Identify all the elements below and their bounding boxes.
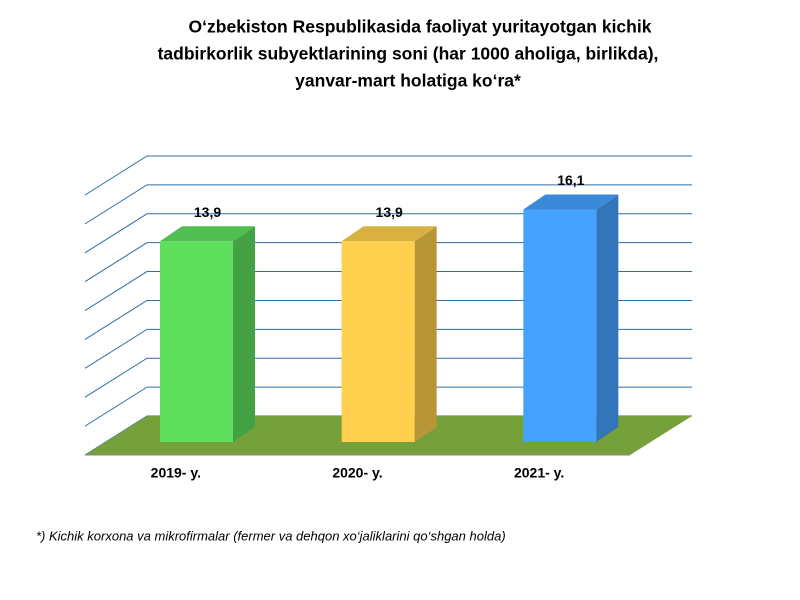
bar-top	[523, 194, 619, 210]
chart-title: yanvar-mart holatiga ko‘ra*	[295, 71, 521, 91]
value-label: 13,9	[376, 204, 403, 220]
grid-line	[84, 242, 692, 283]
bar	[523, 209, 597, 442]
bar-side	[596, 194, 619, 442]
chart-title: O‘zbekiston Respublikasida faoliyat yuri…	[189, 17, 652, 37]
bar-side	[414, 226, 437, 442]
bar-top	[341, 226, 437, 242]
bar-side	[233, 226, 255, 442]
grid-line	[84, 299, 692, 340]
bar-top	[160, 226, 255, 242]
grid-line	[84, 213, 692, 254]
x-tick-label: 2021- y.	[514, 465, 564, 481]
grid-line	[84, 386, 692, 427]
grid-line	[84, 271, 692, 311]
grid-line	[84, 155, 692, 196]
footnote: *) Kichik korxona va mikrofirmalar (ferm…	[36, 528, 506, 543]
grid-line	[84, 184, 692, 225]
chart-title: tadbirkorlik subyektlarining soni (har 1…	[158, 44, 659, 64]
bar	[341, 241, 415, 442]
x-tick-label: 2019- y.	[151, 465, 201, 481]
grid-line	[84, 328, 692, 369]
value-label: 16,1	[557, 172, 584, 188]
value-label: 13,9	[194, 204, 221, 220]
grid-line	[84, 357, 692, 398]
x-tick-label: 2020- y.	[332, 465, 382, 481]
bar	[160, 241, 233, 442]
